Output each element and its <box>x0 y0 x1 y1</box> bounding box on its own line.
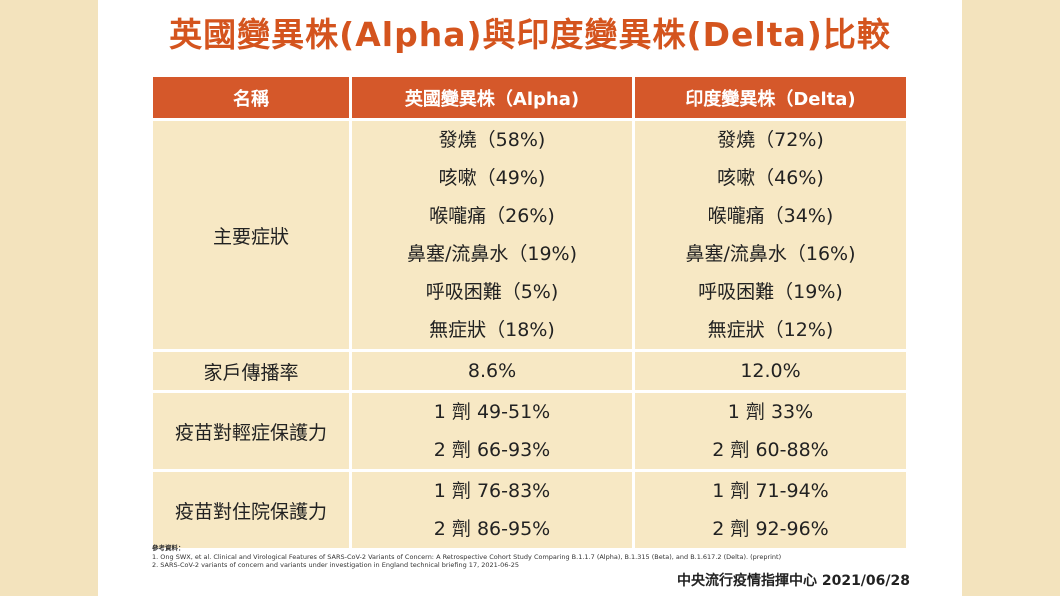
page-title: 英國變異株(Alpha)與印度變異株(Delta)比較 <box>169 15 891 54</box>
delta-value: 喉嚨痛（34%) <box>707 205 834 227</box>
table-row-mild-protection: 疫苗對輕症保護力 1 劑 49-51% 2 劑 66-93% 1 劑 33% 2… <box>153 393 906 469</box>
table-row-hospital-protection: 疫苗對住院保護力 1 劑 76-83% 2 劑 86-95% 1 劑 71-94… <box>153 472 906 548</box>
alpha-value: 鼻塞/流鼻水（19%) <box>406 243 578 265</box>
references-heading: 參考資料： <box>152 544 185 552</box>
delta-value: 2 劑 60-88% <box>712 439 829 461</box>
delta-value: 2 劑 92-96% <box>712 518 829 540</box>
delta-value: 1 劑 33% <box>727 401 814 423</box>
delta-cell: 1 劑 33% 2 劑 60-88% <box>635 393 906 469</box>
delta-value: 發燒（72%) <box>717 129 824 151</box>
delta-value: 咳嗽（46%) <box>717 167 824 189</box>
header-delta: 印度變異株（Delta) <box>635 77 906 118</box>
table-header-row: 名稱 英國變異株（Alpha) 印度變異株（Delta) <box>153 77 906 118</box>
row-label: 主要症狀 <box>153 121 349 349</box>
delta-value: 1 劑 71-94% <box>712 480 829 502</box>
alpha-value: 1 劑 49-51% <box>433 401 551 423</box>
delta-value: 鼻塞/流鼻水（16%) <box>685 243 856 265</box>
alpha-value: 喉嚨痛（26%) <box>429 205 555 227</box>
delta-cell: 發燒（72%) 咳嗽（46%) 喉嚨痛（34%) 鼻塞/流鼻水（16%) 呼吸困… <box>635 121 906 349</box>
header-alpha: 英國變異株（Alpha) <box>352 77 632 118</box>
header-name: 名稱 <box>153 77 349 118</box>
row-label: 家戶傳播率 <box>153 352 349 390</box>
delta-cell: 12.0% <box>635 352 906 390</box>
delta-value: 呼吸困難（19%) <box>698 281 843 303</box>
row-label: 疫苗對住院保護力 <box>153 472 349 548</box>
alpha-value: 8.6% <box>467 360 517 382</box>
alpha-value: 1 劑 76-83% <box>433 480 551 502</box>
alpha-cell: 發燒（58%) 咳嗽（49%) 喉嚨痛（26%) 鼻塞/流鼻水（19%) 呼吸困… <box>352 121 632 349</box>
alpha-value: 咳嗽（49%) <box>438 167 546 189</box>
delta-value: 無症狀（12%) <box>707 319 834 341</box>
alpha-value: 無症狀（18%) <box>429 319 555 341</box>
slide: 英國變異株(Alpha)與印度變異株(Delta)比較 名稱 英國變異株（Alp… <box>98 0 962 596</box>
delta-value: 12.0% <box>740 360 801 382</box>
comparison-table: 名稱 英國變異株（Alpha) 印度變異株（Delta) 主要症狀 發燒（58%… <box>150 74 909 551</box>
alpha-value: 2 劑 66-93% <box>433 439 551 461</box>
table-row-transmission: 家戶傳播率 8.6% 12.0% <box>153 352 906 390</box>
alpha-value: 2 劑 86-95% <box>433 518 551 540</box>
reference-item: 1. Ong SWX, et al. Clinical and Virologi… <box>152 552 782 561</box>
reference-item: 2. SARS-CoV-2 variants of concern and va… <box>152 561 519 569</box>
alpha-value: 發燒（58%) <box>438 129 546 151</box>
row-label: 疫苗對輕症保護力 <box>153 393 349 469</box>
alpha-value: 呼吸困難（5%) <box>425 281 559 303</box>
references: 參考資料： 1. Ong SWX, et al. Clinical and Vi… <box>152 544 781 570</box>
alpha-cell: 1 劑 49-51% 2 劑 66-93% <box>352 393 632 469</box>
table-row-symptoms: 主要症狀 發燒（58%) 咳嗽（49%) 喉嚨痛（26%) 鼻塞/流鼻水（19%… <box>153 121 906 349</box>
delta-cell: 1 劑 71-94% 2 劑 92-96% <box>635 472 906 548</box>
source-credit: 中央流行疫情指揮中心 2021/06/28 <box>676 573 910 589</box>
alpha-cell: 8.6% <box>352 352 632 390</box>
alpha-cell: 1 劑 76-83% 2 劑 86-95% <box>352 472 632 548</box>
